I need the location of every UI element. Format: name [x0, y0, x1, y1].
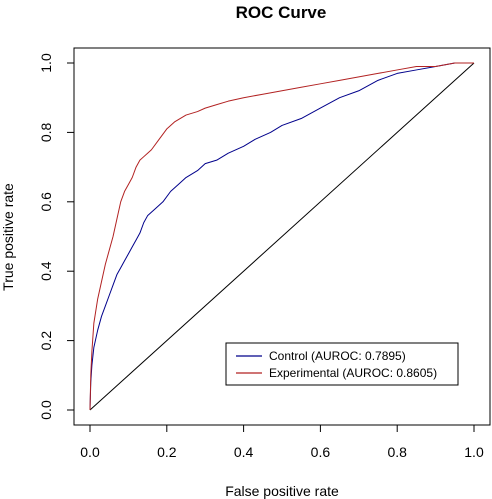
series-layer: [89, 62, 475, 411]
legend: Control (AUROC: 0.7895) Experimental (AU…: [225, 342, 459, 386]
x-tick-label: 0.6: [311, 444, 331, 460]
diagonal-reference-line: [89, 62, 475, 411]
y-tick-label: 0.0: [38, 400, 54, 420]
y-axis: 0.0 0.2 0.4 0.6 0.8 1.0: [38, 53, 75, 420]
x-axis: 0.0 0.2 0.4 0.6 0.8 1.0: [80, 424, 484, 460]
y-tick-label: 0.2: [38, 331, 54, 351]
legend-label-control: Control (AUROC: 0.7895): [269, 349, 406, 363]
series-experimental-line: [89, 62, 474, 411]
x-tick-label: 1.0: [464, 444, 484, 460]
chart-title: ROC Curve: [236, 3, 327, 22]
x-tick-label: 0.2: [157, 444, 177, 460]
series-control-line: [89, 62, 474, 411]
y-tick-label: 1.0: [38, 53, 54, 73]
x-tick-label: 0.0: [80, 444, 100, 460]
y-tick-label: 0.4: [38, 261, 54, 281]
y-axis-title: True positive rate: [0, 183, 16, 291]
x-tick-label: 0.4: [234, 444, 254, 460]
y-tick-label: 0.8: [38, 122, 54, 142]
x-tick-label: 0.8: [387, 444, 407, 460]
x-axis-title: False positive rate: [225, 483, 339, 499]
legend-label-experimental: Experimental (AUROC: 0.8605): [269, 366, 437, 380]
legend-box: [225, 342, 459, 386]
y-tick-label: 0.6: [38, 192, 54, 212]
